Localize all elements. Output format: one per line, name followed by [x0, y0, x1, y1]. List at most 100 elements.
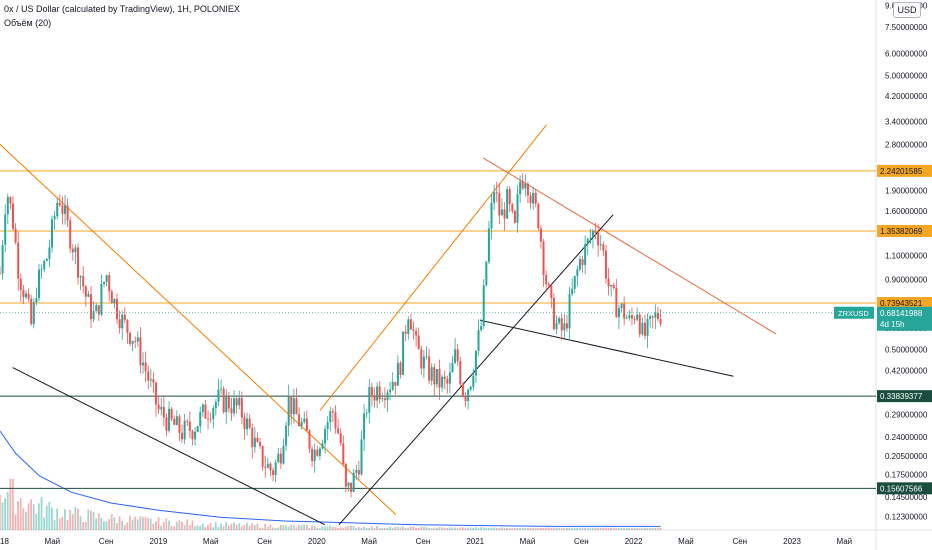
y-tick-label: 7.50000000	[885, 23, 928, 32]
candle-body	[435, 369, 438, 385]
volume-bar	[454, 527, 456, 530]
volume-bar	[493, 527, 495, 530]
volume-bar	[560, 528, 563, 530]
volume-bar	[108, 519, 111, 530]
volume-bar	[524, 528, 527, 530]
volume-bar	[511, 528, 514, 530]
volume-bar	[311, 525, 313, 530]
volume-bar	[409, 526, 412, 530]
candle-body	[139, 337, 142, 366]
volume-bar	[415, 527, 417, 530]
candle-body	[529, 195, 532, 204]
symbol-tag	[834, 306, 874, 319]
volume-bar	[643, 528, 646, 530]
candle-body	[329, 411, 332, 423]
volume-bar	[113, 517, 116, 530]
volume-bar	[404, 528, 407, 530]
volume-bar	[170, 525, 173, 530]
candle-body	[77, 247, 80, 278]
volume-bar	[186, 519, 189, 530]
volume-bar	[303, 524, 306, 530]
candles-group	[0, 173, 662, 498]
volume-bar	[539, 528, 542, 530]
candle-body	[337, 428, 340, 434]
volume-bar	[19, 498, 22, 530]
candle-body	[365, 412, 368, 414]
candle-body	[376, 386, 379, 401]
candle-body	[9, 197, 12, 204]
candle-body	[430, 367, 433, 381]
volume-bar	[519, 527, 521, 530]
volume-bar	[599, 528, 602, 530]
candle-body	[204, 404, 207, 419]
x-tick-label: 2022	[625, 537, 643, 546]
candle-body	[630, 315, 633, 319]
candle-body	[311, 448, 314, 462]
volume-bar	[316, 527, 319, 530]
candle-body	[69, 220, 72, 249]
volume-bar	[251, 523, 254, 530]
y-tick-label: 0.24000000	[885, 433, 928, 442]
volume-bar	[370, 526, 373, 530]
volume-bar	[90, 510, 92, 530]
candle-body	[537, 203, 540, 229]
candle-body	[402, 331, 405, 375]
candle-body	[168, 408, 171, 431]
volume-bar	[464, 528, 467, 530]
candle-body	[542, 241, 545, 276]
volume-bar	[412, 526, 415, 530]
y-tick-label: 1.90000000	[885, 187, 928, 196]
volume-bar	[331, 526, 334, 530]
volume-bar	[459, 527, 462, 530]
y-tick-label: 0.42000000	[885, 366, 928, 375]
candle-body	[279, 453, 282, 464]
volume-bar	[17, 501, 20, 530]
candle-body	[503, 209, 506, 219]
level-price-tag	[877, 482, 932, 495]
candle-body	[454, 349, 457, 363]
volume-bar	[534, 528, 537, 530]
candle-body	[389, 389, 392, 393]
candle-body	[443, 376, 446, 380]
volume-bar	[152, 523, 155, 530]
candle-body	[399, 362, 402, 375]
volume-bar	[550, 528, 553, 530]
level-price-label: 2.24201585	[880, 167, 923, 176]
candle-body	[565, 323, 568, 329]
candle-body	[511, 204, 514, 212]
candle-body	[628, 315, 631, 318]
volume-bar	[95, 518, 98, 530]
candle-body	[1, 244, 4, 274]
volume-bar	[277, 527, 280, 530]
candle-body	[415, 330, 418, 336]
currency-button[interactable]: USD	[893, 2, 921, 18]
candle-body	[420, 349, 423, 369]
candle-body	[251, 427, 254, 448]
volume-bar	[45, 505, 48, 530]
candle-body	[386, 392, 389, 401]
y-tick-label: 6.00000000	[885, 50, 928, 59]
volume-bar	[563, 528, 566, 530]
candle-body	[646, 318, 649, 336]
y-tick-label: 1.60000000	[885, 207, 928, 216]
candle-body	[360, 439, 363, 475]
candle-body	[425, 356, 428, 358]
candle-body	[321, 443, 324, 449]
level-price-label: 0.73943521	[880, 299, 923, 308]
volume-bar	[633, 528, 636, 530]
candle-body	[623, 303, 626, 319]
volume-bar	[581, 527, 584, 530]
candle-body	[625, 317, 628, 319]
candle-body	[526, 183, 529, 196]
volume-bar	[498, 528, 501, 530]
volume-bar	[344, 526, 347, 530]
candle-body	[136, 337, 139, 342]
volume-bar	[139, 516, 142, 530]
volume-bar	[407, 527, 410, 530]
volume-bar	[25, 512, 27, 530]
volume-bar	[77, 508, 79, 530]
level-price-label: 0.33839377	[880, 392, 923, 401]
volume-bar	[355, 528, 358, 530]
candle-body	[43, 260, 46, 270]
